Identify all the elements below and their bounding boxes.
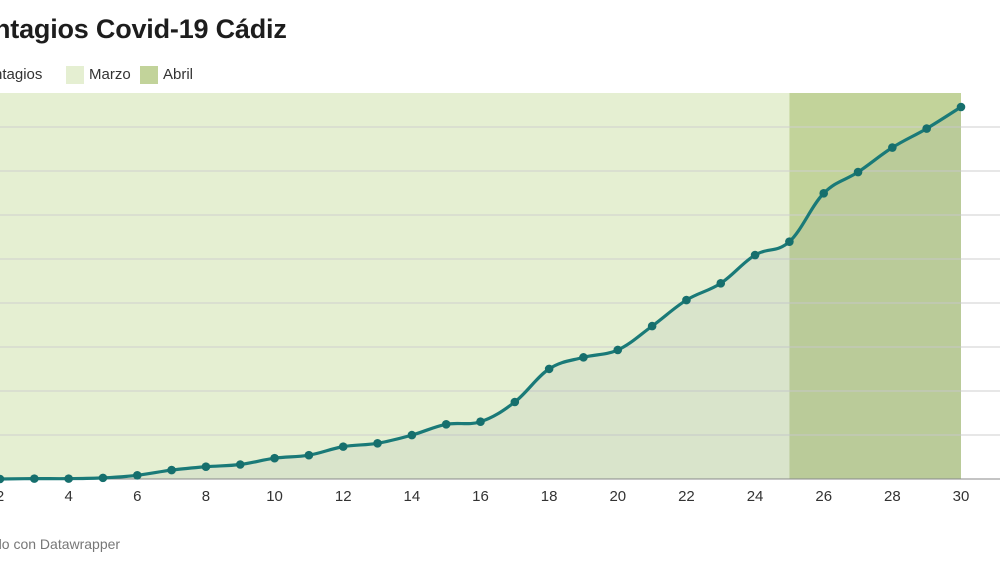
data-point: [201, 462, 211, 472]
data-points: [0, 102, 966, 484]
x-tick-label: 24: [747, 488, 764, 505]
data-point: [0, 474, 5, 484]
series-area: [0, 107, 961, 479]
x-tick-label: 4: [64, 488, 72, 505]
data-point: [510, 397, 520, 407]
data-point: [304, 450, 314, 460]
data-point: [750, 250, 760, 260]
range-backgrounds: [0, 93, 961, 479]
data-point: [956, 102, 966, 112]
data-point: [544, 364, 554, 374]
data-point: [819, 189, 829, 198]
data-point: [785, 237, 794, 246]
data-point: [132, 470, 142, 480]
x-tick-label: 12: [335, 488, 352, 505]
x-tick-label: 30: [953, 488, 970, 505]
data-point: [407, 430, 417, 440]
x-tick-label: 10: [266, 488, 283, 505]
legend-item-abril: Abril: [163, 66, 194, 83]
legend-swatch-marzo: [66, 66, 84, 84]
gridlines: [0, 126, 1000, 480]
data-point: [441, 420, 451, 429]
legend-item-line: ntagios: [0, 66, 43, 83]
data-point: [235, 460, 245, 469]
data-point: [716, 279, 726, 288]
footer-credit: do con Datawrapper: [0, 536, 121, 552]
x-axis-ticks: 24681012141618202224262830: [0, 488, 969, 505]
data-point: [476, 417, 485, 427]
data-point: [64, 474, 73, 483]
data-point: [647, 321, 657, 331]
x-tick-label: 18: [541, 488, 558, 505]
x-tick-label: 28: [884, 488, 901, 505]
x-tick-label: 6: [133, 488, 141, 505]
data-point: [853, 167, 863, 177]
range-abril: [789, 93, 961, 479]
data-point: [270, 453, 279, 463]
x-tick-label: 16: [472, 488, 489, 505]
x-tick-label: 14: [404, 488, 421, 505]
data-point: [167, 465, 176, 475]
x-tick-label: 2: [0, 488, 4, 505]
range-marzo: [0, 93, 790, 479]
data-point: [922, 124, 931, 133]
legend-item-marzo: Marzo: [89, 66, 131, 83]
data-point: [98, 473, 108, 483]
data-point: [579, 353, 588, 362]
data-point: [682, 295, 691, 305]
data-point: [30, 474, 39, 483]
data-point: [888, 143, 897, 152]
data-point: [338, 442, 348, 451]
legend-swatch-abril: [140, 66, 158, 84]
x-tick-label: 20: [609, 488, 626, 505]
area-fill: [0, 107, 961, 479]
data-point: [373, 438, 382, 448]
x-tick-label: 26: [815, 488, 832, 505]
chart-title: ntagios Covid-19 Cádiz: [0, 14, 287, 44]
data-point: [613, 345, 623, 355]
x-tick-label: 8: [202, 488, 210, 505]
x-tick-label: 22: [678, 488, 695, 505]
